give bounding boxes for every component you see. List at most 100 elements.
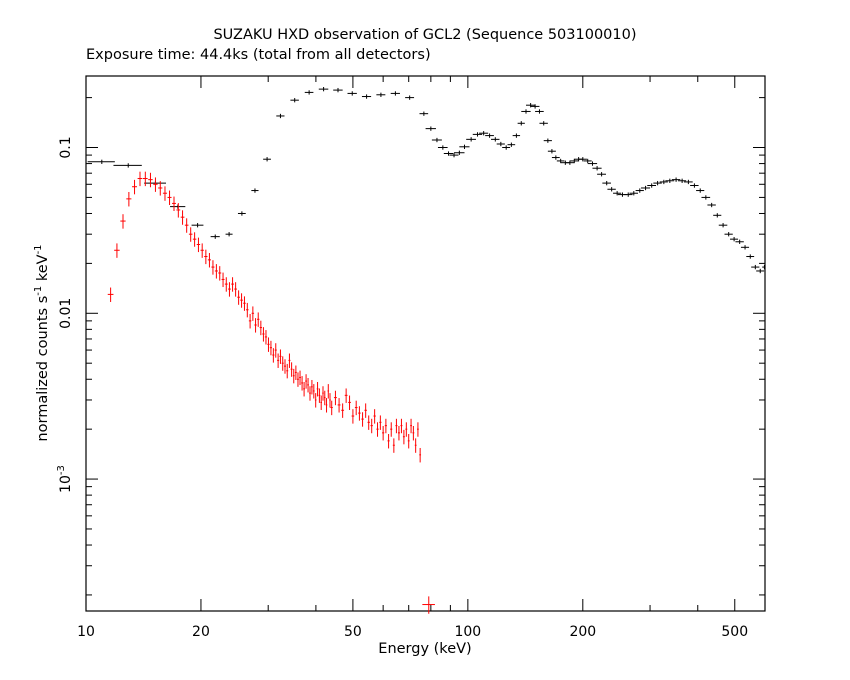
data-point [188, 227, 193, 242]
data-point [344, 388, 348, 403]
data-point [225, 232, 233, 237]
data-point [387, 433, 390, 449]
data-point [292, 368, 295, 384]
data-point [551, 155, 560, 160]
data-point [272, 348, 275, 363]
data-point [390, 91, 400, 96]
data-point [543, 138, 552, 143]
data-point [294, 365, 297, 380]
data-point [162, 186, 168, 201]
series-1 [87, 86, 765, 274]
data-point [327, 384, 330, 399]
data-point [301, 376, 303, 391]
data-point [158, 181, 163, 196]
data-point [257, 312, 260, 327]
data-point [397, 425, 400, 441]
data-point [200, 243, 204, 258]
data-point [507, 142, 516, 147]
data-point [376, 422, 379, 437]
data-point [192, 232, 197, 247]
data-point [370, 418, 373, 434]
data-point [583, 158, 592, 164]
y-axis: 0.1 0.01 10-3 [56, 97, 765, 596]
data-point [718, 223, 728, 228]
data-point [299, 370, 301, 386]
plot-frame [85, 75, 766, 612]
data-point [290, 362, 293, 377]
data-point [248, 314, 252, 329]
y-axis-label-exponent-2: -1 [33, 244, 44, 254]
data-point [318, 86, 329, 92]
y-tick-label: 10-3 [56, 465, 74, 493]
data-point [373, 409, 376, 424]
data-point [354, 400, 358, 416]
data-point [286, 363, 289, 379]
data-point [400, 418, 403, 434]
data-point [191, 223, 204, 228]
data-point [314, 393, 317, 408]
y-tick-label-base: 10 [58, 475, 74, 493]
data-point [148, 172, 153, 188]
data-point [333, 390, 337, 406]
data-point [337, 398, 341, 413]
data-point [677, 178, 687, 183]
data-point [231, 277, 234, 292]
data-point [318, 388, 321, 403]
data-point [274, 343, 277, 358]
data-point [367, 415, 370, 430]
data-point [602, 180, 611, 186]
chart-subtitle: Exposure time: 44.4ks (total from all de… [86, 47, 431, 63]
data-point [690, 183, 699, 188]
data-point [325, 398, 328, 413]
data-point [756, 268, 765, 274]
data-point [180, 210, 185, 225]
y-tick-label-exponent: -3 [56, 465, 67, 475]
y-tick-label: 0.1 [58, 136, 74, 158]
data-point [730, 237, 739, 242]
data-point [196, 237, 201, 253]
data-point [443, 151, 454, 156]
data-point [214, 264, 218, 279]
data-point [312, 384, 315, 399]
data-point [746, 254, 755, 259]
data-point [402, 429, 405, 445]
y-axis-label-main: normalized counts s [35, 296, 51, 442]
data-point [740, 245, 750, 250]
x-tick-label: 100 [454, 624, 481, 640]
data-point [281, 356, 284, 371]
data-point [410, 418, 412, 434]
data-point [309, 386, 311, 401]
data-point [107, 287, 114, 302]
data-point [234, 282, 237, 297]
data-point [379, 415, 382, 430]
x-tick-label: 50 [344, 624, 362, 640]
data-point [735, 239, 744, 244]
data-point [653, 180, 662, 186]
data-point [254, 318, 257, 333]
data-point [597, 172, 606, 177]
data-point [204, 249, 208, 265]
x-axis: 10 20 50 100 200 500 [77, 76, 766, 640]
data-point [228, 282, 231, 297]
y-axis-label-exponent-1: -1 [33, 286, 44, 296]
data-point [210, 234, 220, 239]
data-point [221, 272, 225, 288]
data-point [724, 232, 733, 237]
data-point [629, 191, 639, 196]
data-point [623, 192, 633, 197]
data-point [449, 152, 459, 158]
data-point [517, 121, 525, 126]
data-point [120, 214, 126, 229]
data-point [153, 177, 158, 192]
data-point [330, 400, 333, 416]
data-point [751, 264, 760, 270]
data-point [297, 372, 299, 387]
data-point [425, 126, 436, 131]
data-point [607, 187, 616, 192]
data-point [114, 243, 120, 258]
data-point [405, 422, 408, 437]
data-point [243, 296, 246, 311]
data-point [323, 390, 326, 406]
data-point [303, 382, 305, 397]
data-point [237, 211, 246, 216]
